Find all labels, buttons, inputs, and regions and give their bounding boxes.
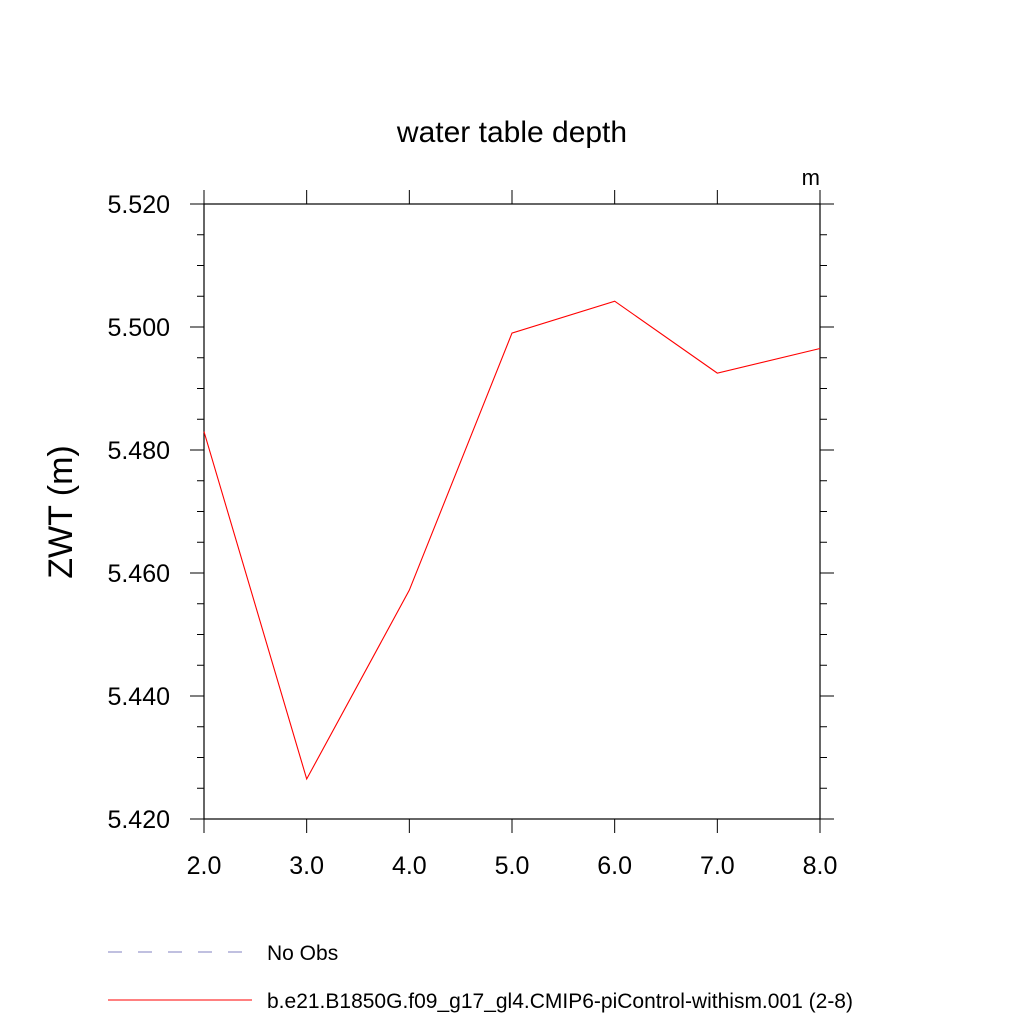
legend-label: No Obs bbox=[267, 942, 338, 965]
y-tick-label: 5.440 bbox=[107, 683, 170, 711]
y-tick-label: 5.480 bbox=[107, 437, 170, 465]
plot-border bbox=[203, 203, 821, 820]
x-tick-label: 8.0 bbox=[803, 852, 838, 880]
y-tick-label: 5.520 bbox=[107, 191, 170, 219]
x-tick-label: 5.0 bbox=[495, 852, 530, 880]
x-tick-label: 3.0 bbox=[289, 852, 324, 880]
chart-title: water table depth bbox=[396, 116, 627, 149]
x-tick-label: 2.0 bbox=[187, 852, 222, 880]
y-axis-title: ZWT (m) bbox=[42, 445, 80, 578]
series-line bbox=[203, 300, 821, 781]
plot-frame bbox=[203, 203, 821, 820]
series-layer bbox=[203, 300, 821, 781]
legend: No Obs b.e21.B1850G.f09_g17_gl4.CMIP6-piC… bbox=[108, 942, 853, 1013]
units-label: m bbox=[802, 165, 820, 190]
legend-label: b.e21.B1850G.f09_g17_gl4.CMIP6-piControl… bbox=[267, 990, 853, 1013]
x-tick-label: 4.0 bbox=[392, 852, 427, 880]
y-axis: 5.420 5.440 5.460 5.480 5.500 5.520 bbox=[107, 191, 834, 834]
x-tick-label: 7.0 bbox=[700, 852, 735, 880]
x-axis: 2.0 3.0 4.0 5.0 6.0 7.0 8.0 bbox=[187, 190, 838, 880]
y-tick-label: 5.460 bbox=[107, 560, 170, 588]
y-tick-label: 5.500 bbox=[107, 314, 170, 342]
x-tick-label: 6.0 bbox=[597, 852, 632, 880]
y-tick-label: 5.420 bbox=[107, 806, 170, 834]
